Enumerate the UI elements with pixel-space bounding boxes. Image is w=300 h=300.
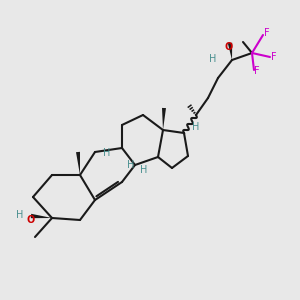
Text: O: O bbox=[27, 215, 35, 225]
Polygon shape bbox=[162, 108, 166, 130]
Text: H: H bbox=[192, 122, 200, 132]
Polygon shape bbox=[228, 43, 232, 60]
Polygon shape bbox=[76, 152, 80, 175]
Text: F: F bbox=[254, 66, 260, 76]
Text: H: H bbox=[127, 160, 134, 170]
Polygon shape bbox=[31, 214, 52, 218]
Text: H: H bbox=[16, 210, 24, 220]
Text: O: O bbox=[225, 42, 233, 52]
Text: H: H bbox=[103, 148, 110, 158]
Text: H: H bbox=[140, 165, 147, 175]
Text: F: F bbox=[264, 28, 270, 38]
Text: H: H bbox=[209, 54, 217, 64]
Text: F: F bbox=[271, 52, 277, 62]
